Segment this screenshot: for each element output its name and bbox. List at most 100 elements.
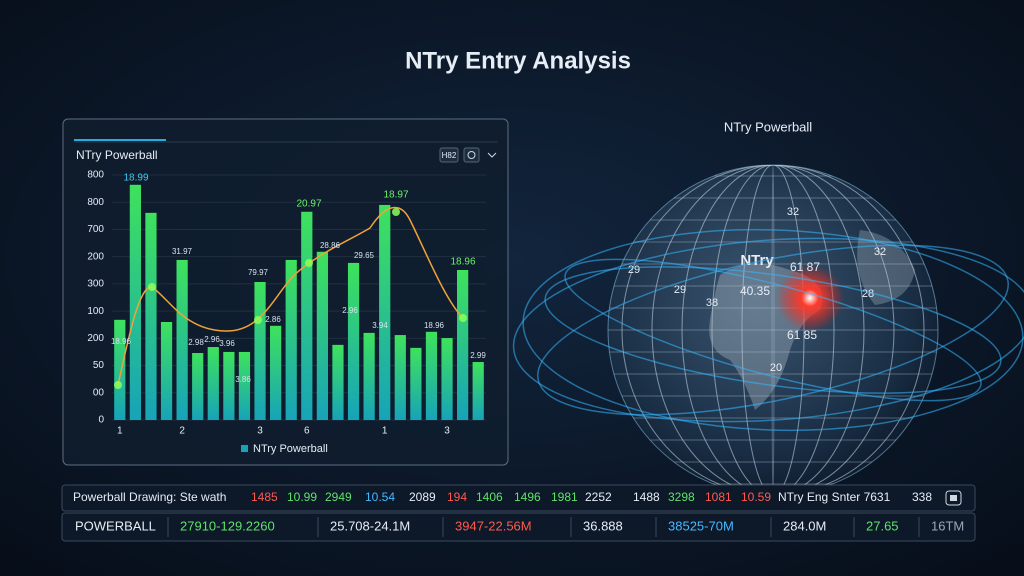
- continent: [857, 230, 915, 305]
- ticker-value: 3947-22.56M: [455, 518, 532, 533]
- y-tick-label: 200: [87, 333, 104, 344]
- annotation: 18.97: [383, 190, 408, 201]
- x-tick-label: 6: [304, 426, 310, 437]
- bar: [472, 362, 484, 420]
- dropdown-icon[interactable]: [487, 152, 497, 158]
- trend-dot: [305, 259, 313, 267]
- chart-title: NTry Powerball: [76, 148, 158, 162]
- ticker-value: 10.59: [741, 490, 771, 504]
- ticker-value: 2089: [409, 490, 436, 504]
- ticker-value: 36.888: [583, 518, 623, 533]
- orbit: [564, 258, 982, 402]
- ticker-value: 27910-129.2260: [180, 518, 275, 533]
- bar: [176, 259, 188, 420]
- ticker-row: [61, 484, 976, 512]
- badge-button[interactable]: [439, 147, 459, 163]
- annotation: 2.98: [188, 338, 204, 347]
- bar: [114, 319, 126, 420]
- annotation: 28.86: [320, 241, 341, 250]
- chart-panel: [62, 118, 509, 466]
- refresh-button[interactable]: [463, 147, 480, 163]
- annotation: 31.97: [172, 247, 193, 256]
- bar: [207, 347, 219, 420]
- globe-label: 29: [674, 284, 686, 296]
- orbit: [522, 228, 1024, 432]
- meridian: [681, 165, 865, 495]
- y-tick-label: 700: [87, 224, 104, 235]
- globe-label: 38: [706, 297, 718, 309]
- bar: [270, 325, 282, 420]
- x-tick-label: 1: [382, 426, 388, 437]
- meridian: [621, 165, 925, 495]
- ticker-value: 16TM: [931, 518, 964, 533]
- ticker-label: Powerball Drawing: Ste wath: [73, 490, 226, 504]
- ticker-row: [61, 512, 976, 542]
- y-tick-label: 300: [87, 279, 104, 290]
- ticker-value: 38525-70M: [668, 518, 734, 533]
- trend-dot: [114, 381, 122, 389]
- meridian: [771, 165, 775, 495]
- ticker-value: 284.0M: [783, 518, 826, 533]
- annotation: 2.96: [342, 306, 358, 315]
- ticker-button[interactable]: [945, 490, 962, 506]
- orbit: [537, 244, 1009, 416]
- globe-label: 32: [874, 246, 886, 258]
- bar: [410, 347, 422, 420]
- bar: [425, 331, 438, 420]
- x-tick-label: 1: [117, 426, 123, 437]
- ticker-button-icon: [950, 495, 957, 501]
- y-tick-label: 200: [87, 251, 104, 262]
- legend-swatch: [241, 445, 248, 452]
- y-tick-label: 00: [93, 387, 105, 398]
- ticker-value: 27.65: [866, 518, 899, 533]
- annotation: 18.96: [450, 257, 475, 268]
- ticker-value: 338: [912, 490, 932, 504]
- bar: [238, 351, 251, 420]
- meridian: [711, 165, 835, 495]
- globe-label: 28: [862, 288, 874, 300]
- annotation: 2.86: [265, 315, 281, 324]
- annotation: 2.99: [470, 351, 486, 360]
- orbit-rings: [512, 228, 1024, 432]
- ticker-value: 10.54: [365, 490, 395, 504]
- refresh-icon: [467, 151, 476, 159]
- annotation: 2.96: [204, 335, 220, 344]
- ticker-value: 2252: [585, 490, 612, 504]
- ticker: Powerball Drawing: Ste wath 1485 10.99 2949…: [73, 490, 964, 537]
- x-tick-label: 2: [179, 426, 185, 437]
- ticker-value: 10.99: [287, 490, 317, 504]
- globe-label: 40.35: [740, 284, 770, 298]
- meridian: [651, 165, 895, 495]
- ticker-value: 2949: [325, 490, 352, 504]
- globe-label: 20: [770, 362, 782, 374]
- bar: [394, 335, 406, 420]
- bar: [129, 184, 141, 420]
- ticker-value: 3298: [668, 490, 695, 504]
- bar: [301, 211, 313, 420]
- bar: [254, 281, 266, 420]
- annotation: 79.97: [248, 268, 269, 277]
- bar: [192, 353, 204, 420]
- ticker-value: 1485: [251, 490, 278, 504]
- trend-dot: [254, 316, 262, 324]
- annotation: 18.96: [111, 337, 132, 346]
- y-tick-label: 50: [93, 360, 105, 371]
- globe-label: 61 85: [787, 328, 817, 342]
- bar: [223, 351, 235, 420]
- annotation: 20.97: [296, 199, 321, 210]
- y-tick-label: 0: [98, 415, 104, 426]
- ticker-value: 1496: [514, 490, 541, 504]
- globe-title: NTry Powerball: [724, 119, 812, 134]
- ticker-value: 194: [447, 490, 467, 504]
- orbit: [512, 237, 1024, 423]
- trend-dot: [148, 283, 156, 291]
- bar: [363, 332, 375, 420]
- badge-text: H82: [442, 151, 457, 160]
- meridian: [621, 165, 925, 495]
- ticker-label: POWERBALL: [75, 518, 156, 533]
- globe-label: 61 87: [790, 260, 820, 274]
- bar: [457, 270, 469, 420]
